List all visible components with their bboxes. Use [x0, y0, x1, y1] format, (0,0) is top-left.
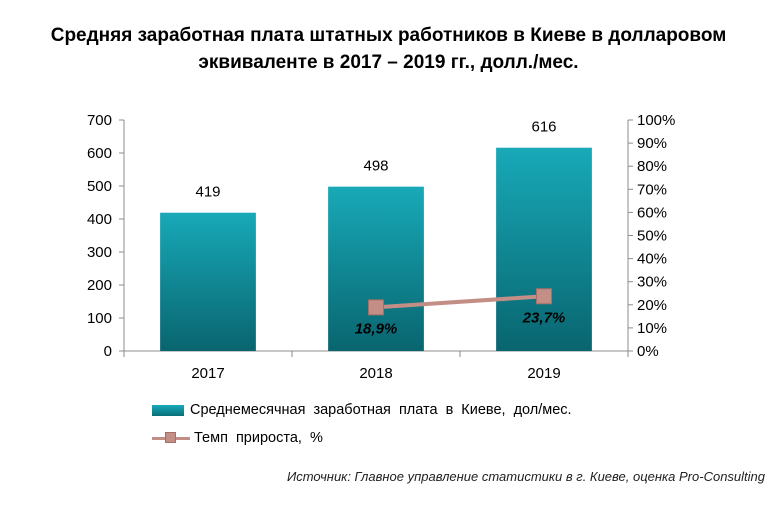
y-left-tick-label: 500	[87, 178, 112, 195]
bar	[328, 186, 424, 351]
bar-data-label: 419	[195, 184, 220, 201]
y-left-tick-label: 400	[87, 211, 112, 228]
legend-label-growth: Темп прироста, %	[194, 430, 323, 446]
source-note: Источник: Главное управление статистики …	[286, 469, 765, 484]
x-tick-label: 2017	[191, 365, 224, 382]
bar	[496, 147, 592, 351]
y-right-tick-label: 0%	[637, 343, 659, 360]
y-right-tick-label: 70%	[637, 181, 667, 198]
x-tick-label: 2019	[527, 365, 560, 382]
bar-data-label: 616	[531, 119, 556, 136]
y-right-tick-label: 60%	[637, 204, 667, 221]
y-left-tick-label: 100	[87, 310, 112, 327]
chart-title-line-1: Средняя заработная плата штатных работни…	[50, 25, 727, 46]
y-right-tick-label: 40%	[637, 251, 667, 268]
y-left-tick-label: 0	[104, 343, 112, 360]
x-tick-label: 2018	[359, 365, 392, 382]
y-right-tick-label: 30%	[637, 274, 667, 291]
y-right-tick-label: 90%	[637, 135, 667, 152]
growth-point	[368, 299, 384, 316]
legend-swatch-bar	[152, 404, 184, 416]
legend-swatch-line	[152, 431, 190, 445]
chart-title-line-2: эквиваленте в 2017 – 2019 гг., долл./мес…	[198, 52, 579, 73]
legend-label-salary: Среднемесячная заработная плата в Киеве,…	[190, 402, 572, 418]
bar-data-label: 498	[363, 158, 388, 175]
legend: Среднемесячная заработная плата в Киеве,…	[152, 396, 572, 452]
chart-title: Средняя заработная плата штатных работни…	[0, 22, 777, 76]
growth-line	[375, 294, 545, 310]
y-right-tick-label: 100%	[637, 112, 675, 129]
bar	[160, 212, 256, 351]
growth-data-label: 23,7%	[522, 309, 566, 326]
y-left-tick-label: 300	[87, 244, 112, 261]
y-left-tick-label: 700	[87, 112, 112, 129]
y-left-tick-label: 200	[87, 277, 112, 294]
legend-item-salary: Среднемесячная заработная плата в Киеве,…	[152, 396, 572, 424]
y-right-tick-label: 50%	[637, 228, 667, 245]
growth-point	[536, 288, 552, 305]
legend-item-growth: Темп прироста, %	[152, 424, 572, 452]
growth-data-label: 18,9%	[355, 320, 398, 337]
y-left-tick-label: 600	[87, 145, 112, 162]
y-right-tick-label: 80%	[637, 158, 667, 175]
y-right-tick-label: 10%	[637, 320, 667, 337]
y-right-tick-label: 20%	[637, 297, 667, 314]
